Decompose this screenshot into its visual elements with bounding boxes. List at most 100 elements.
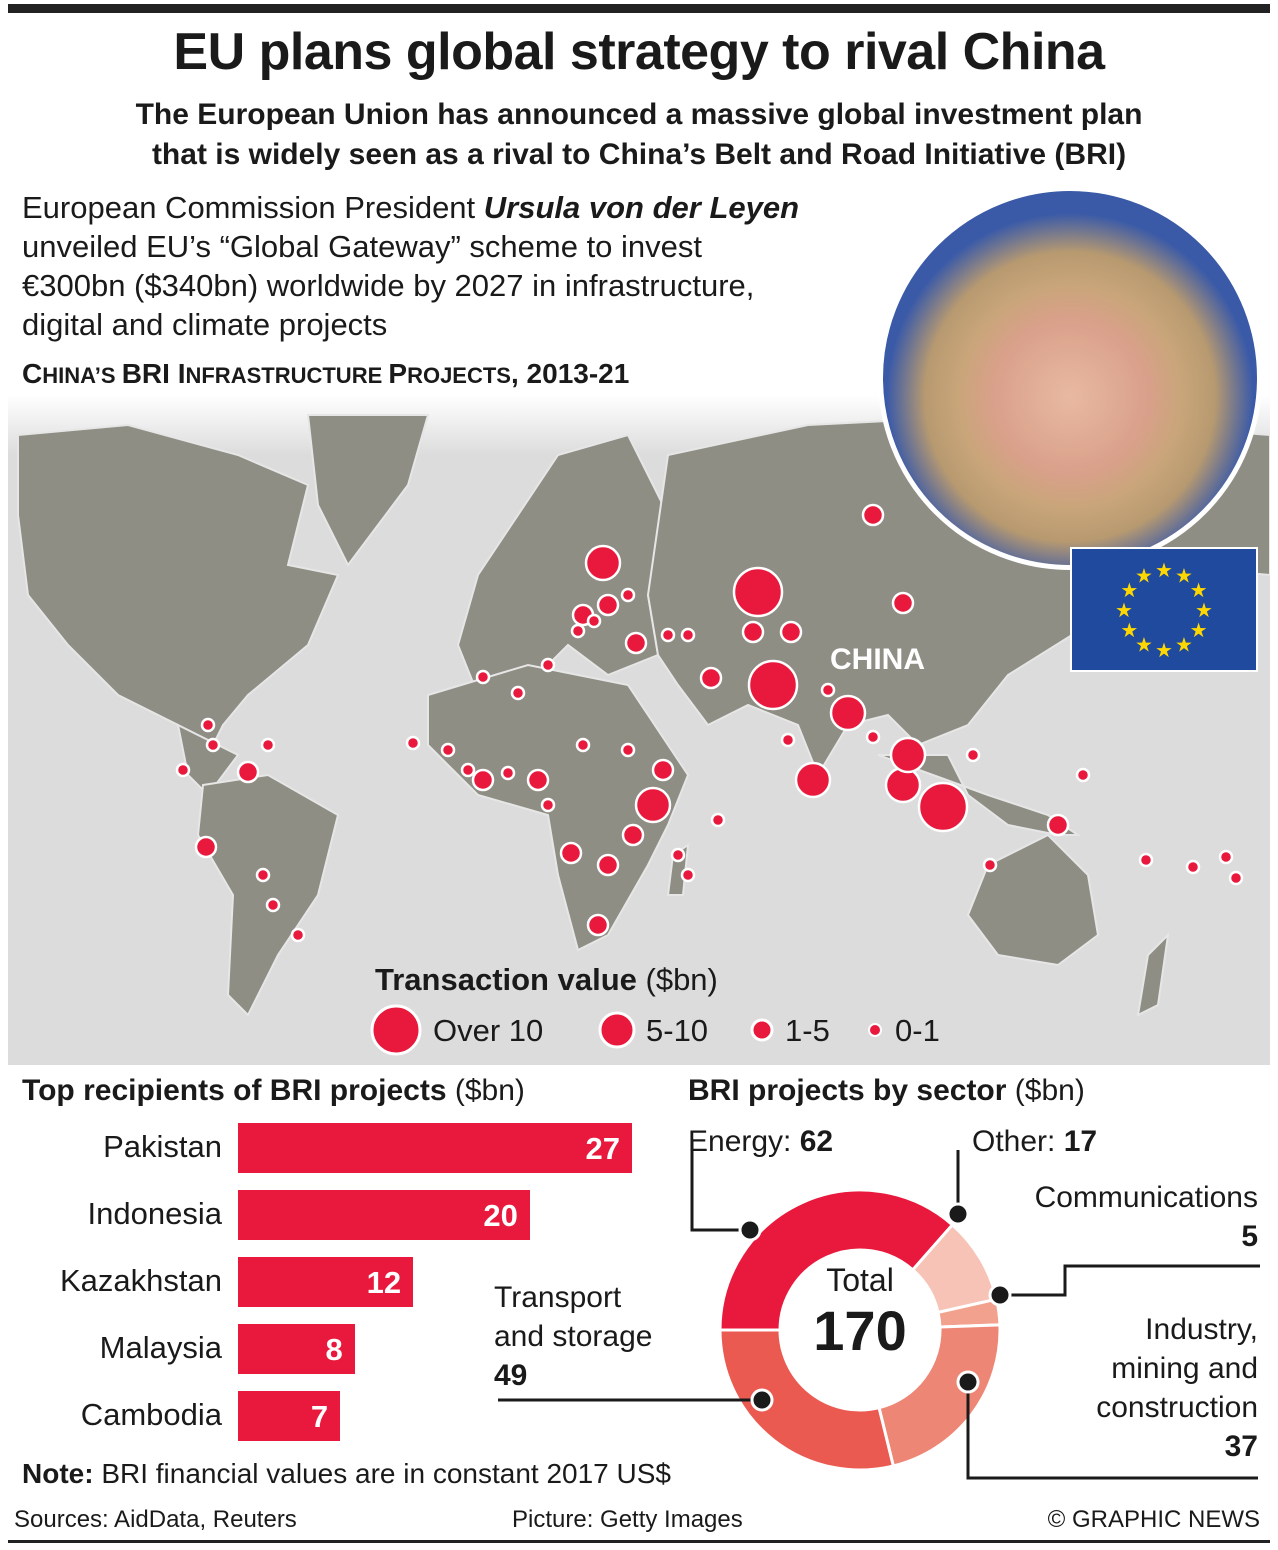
leader-dot xyxy=(946,1202,970,1226)
project-dot xyxy=(732,566,784,618)
leader-energy xyxy=(690,1140,750,1232)
star-icon: ★ xyxy=(1190,580,1208,602)
subtitle-line-2: that is widely seen as a rival to China’… xyxy=(151,138,1127,171)
project-dot xyxy=(634,786,672,824)
label-communications: Communications 5 xyxy=(1034,1181,1258,1253)
legend-label: 0-1 xyxy=(895,1013,940,1048)
donut-center-value: 170 xyxy=(813,1299,907,1362)
leader-dot xyxy=(750,1388,774,1412)
donut-chart xyxy=(498,1140,1260,1480)
donut-slice xyxy=(718,1328,896,1472)
leader-dot xyxy=(988,1283,1012,1307)
project-dot xyxy=(794,761,832,799)
project-dot xyxy=(965,747,981,763)
star-icon: ★ xyxy=(1190,620,1208,642)
star-icon: ★ xyxy=(1155,560,1173,582)
bar-category-label: Kazakhstan xyxy=(60,1263,222,1298)
legend-dot-5-10 xyxy=(598,1011,636,1049)
project-dot xyxy=(255,867,271,883)
project-dot xyxy=(440,742,456,758)
project-dot xyxy=(559,841,583,865)
project-dot xyxy=(889,736,927,774)
new-zealand xyxy=(1136,932,1170,1017)
donut-slice xyxy=(718,1188,955,1332)
sources: Sources: AidData, Reuters xyxy=(14,1506,297,1533)
bar-chart-title: Top recipients of BRI projects ($bn) xyxy=(22,1074,525,1107)
bar: 7 xyxy=(238,1391,341,1441)
bar: 8 xyxy=(238,1324,355,1374)
picture-credit: Picture: Getty Images xyxy=(512,1506,743,1533)
star-icon: ★ xyxy=(1155,640,1173,662)
person-name: Ursula von der Leyen xyxy=(483,190,800,225)
project-dot xyxy=(680,627,696,643)
project-dot xyxy=(779,620,803,644)
project-dot xyxy=(500,765,516,781)
map-title: CHINA’S BRI INFRASTRUCTURE PROJECTS, 201… xyxy=(22,358,630,389)
project-dot xyxy=(620,742,636,758)
eu-flag: ★ ★ ★ ★ ★ ★ ★ ★ ★ ★ ★ ★ xyxy=(1070,547,1258,672)
project-dot xyxy=(510,685,526,701)
legend-dot-1-5 xyxy=(750,1018,774,1042)
star-icon: ★ xyxy=(1195,600,1213,622)
project-dot xyxy=(1046,813,1070,837)
project-dot xyxy=(570,623,586,639)
project-dot xyxy=(865,729,881,745)
china-label: CHINA xyxy=(830,643,925,676)
bar-value-label: 20 xyxy=(483,1198,518,1233)
label-industry: Industry, mining and construction 37 xyxy=(1096,1313,1258,1463)
leader-communications xyxy=(1000,1264,1260,1297)
legend-label: 1-5 xyxy=(785,1013,830,1048)
legend-dot-0-1 xyxy=(868,1023,882,1037)
project-dot xyxy=(741,620,765,644)
project-dot xyxy=(540,657,556,673)
star-icon: ★ xyxy=(1175,635,1193,657)
project-dot xyxy=(680,867,696,883)
project-dot xyxy=(460,762,476,778)
north-america xyxy=(17,423,340,778)
leader-dot xyxy=(956,1370,980,1394)
project-dot xyxy=(175,762,191,778)
project-dot xyxy=(780,732,796,748)
project-dot xyxy=(651,758,675,782)
bar: 20 xyxy=(238,1190,530,1240)
project-dot xyxy=(260,737,276,753)
bar: 27 xyxy=(238,1123,632,1173)
legend-markers xyxy=(370,1004,882,1056)
leader-industry xyxy=(966,1382,1258,1480)
star-icon: ★ xyxy=(1135,635,1153,657)
greenland xyxy=(306,414,430,567)
bar-value-label: 8 xyxy=(325,1332,343,1367)
label-energy: Energy: 62 xyxy=(688,1125,834,1158)
project-dot xyxy=(575,737,591,753)
project-dot xyxy=(471,768,495,792)
australia xyxy=(966,833,1100,967)
project-dot xyxy=(747,659,799,711)
bar-category-label: Malaysia xyxy=(99,1330,222,1365)
project-dot xyxy=(586,913,610,937)
project-dot xyxy=(917,781,969,833)
project-dot xyxy=(982,857,998,873)
europe xyxy=(456,433,670,697)
star-icon: ★ xyxy=(1135,565,1153,587)
project-dot xyxy=(820,682,836,698)
bar-category-label: Indonesia xyxy=(87,1196,222,1231)
project-dot xyxy=(620,587,636,603)
project-dot xyxy=(624,631,648,655)
donut-center-label: Total xyxy=(826,1262,894,1298)
project-dot xyxy=(526,768,550,792)
project-dot xyxy=(884,766,922,804)
project-dot xyxy=(200,717,216,733)
south-america xyxy=(196,773,340,1017)
project-dot xyxy=(1075,767,1091,783)
project-dot xyxy=(861,503,885,527)
star-icon: ★ xyxy=(1120,580,1138,602)
bottom-rule xyxy=(8,1540,1270,1543)
note: Note: BRI financial values are in consta… xyxy=(22,1458,671,1489)
eu-stars-icon: ★ ★★★★★★★★★★★ xyxy=(1115,560,1213,662)
bar: 12 xyxy=(238,1257,414,1307)
project-dot xyxy=(660,627,676,643)
donut-chart-title: BRI projects by sector ($bn) xyxy=(688,1074,1085,1107)
project-dot xyxy=(699,666,723,690)
bar-value-label: 12 xyxy=(366,1265,402,1300)
intro-text: European Commission President xyxy=(22,190,484,225)
